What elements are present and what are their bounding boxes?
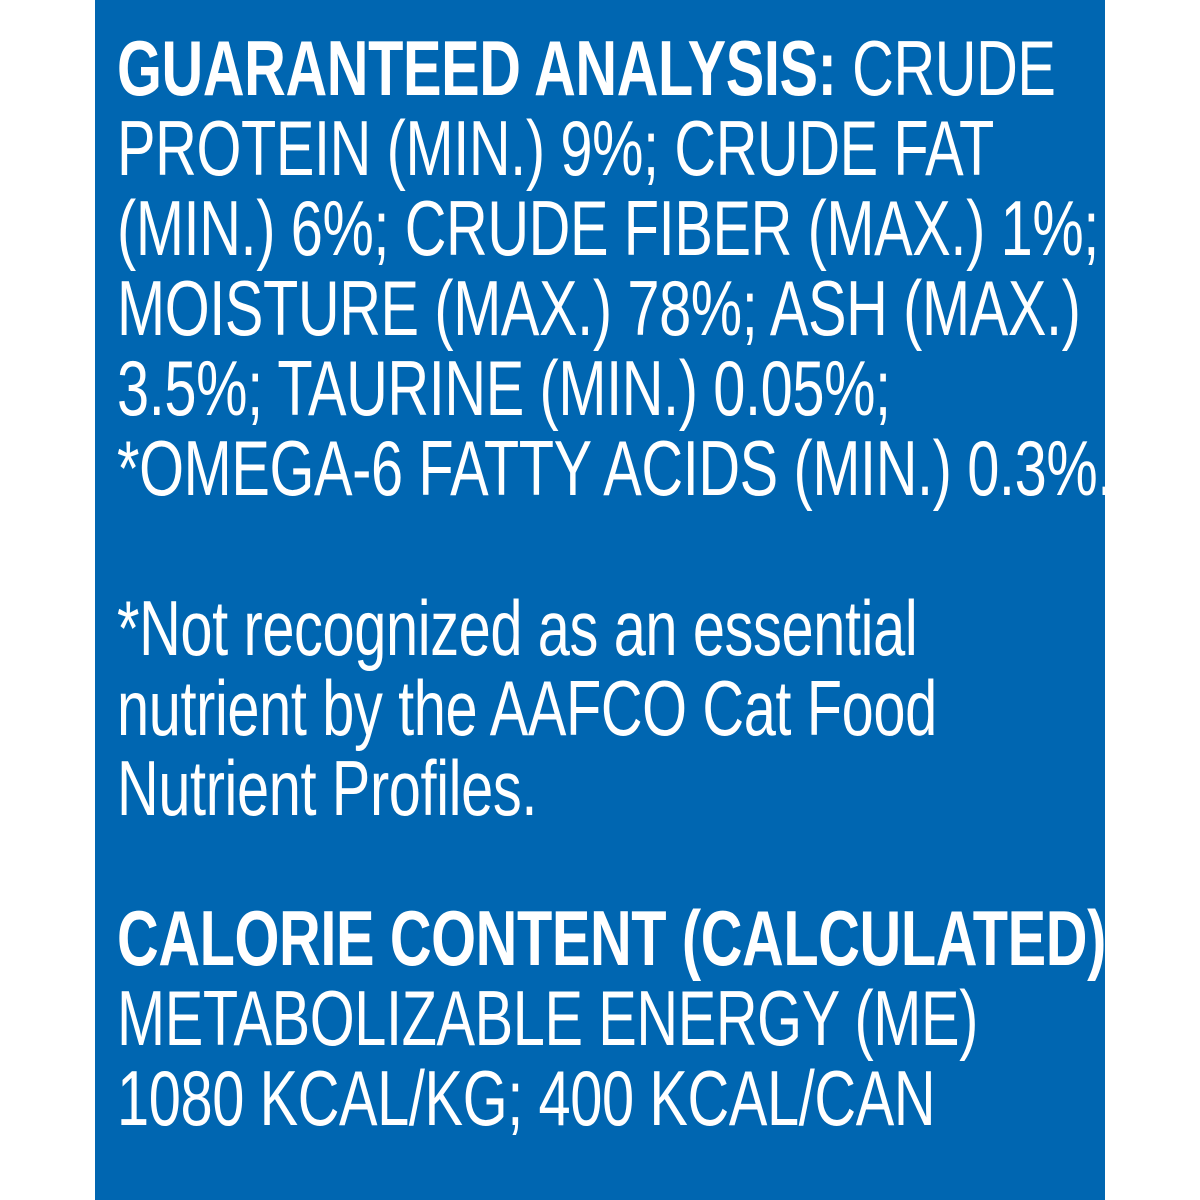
- analysis-line-6: *OMEGA-6 FATTY ACIDS (MIN.) 0.3%.: [117, 424, 1113, 512]
- analysis-line-1: GUARANTEED ANALYSIS: CRUDE: [117, 24, 1056, 112]
- analysis-line-4: MOISTURE (MAX.) 78%; ASH (MAX.): [117, 264, 1081, 352]
- footnote-line-3: Nutrient Profiles.: [117, 744, 537, 832]
- footnote-line-2: nutrient by the AAFCO Cat Food: [117, 664, 937, 752]
- analysis-line-3: (MIN.) 6%; CRUDE FIBER (MAX.) 1%;: [117, 184, 1099, 272]
- calorie-line-1: METABOLIZABLE ENERGY (ME): [117, 974, 979, 1062]
- calorie-line-2: 1080 KCAL/KG; 400 KCAL/CAN: [117, 1054, 936, 1142]
- footnote-line-1: *Not recognized as an essential: [117, 584, 918, 672]
- calorie-heading: CALORIE CONTENT (CALCULATED):: [117, 894, 1125, 982]
- label-panel: [95, 0, 1105, 1200]
- analysis-line-5: 3.5%; TAURINE (MIN.) 0.05%;: [117, 344, 891, 432]
- analysis-line-2: PROTEIN (MIN.) 9%; CRUDE FAT: [117, 104, 994, 192]
- analysis-heading: GUARANTEED ANALYSIS:: [117, 24, 837, 112]
